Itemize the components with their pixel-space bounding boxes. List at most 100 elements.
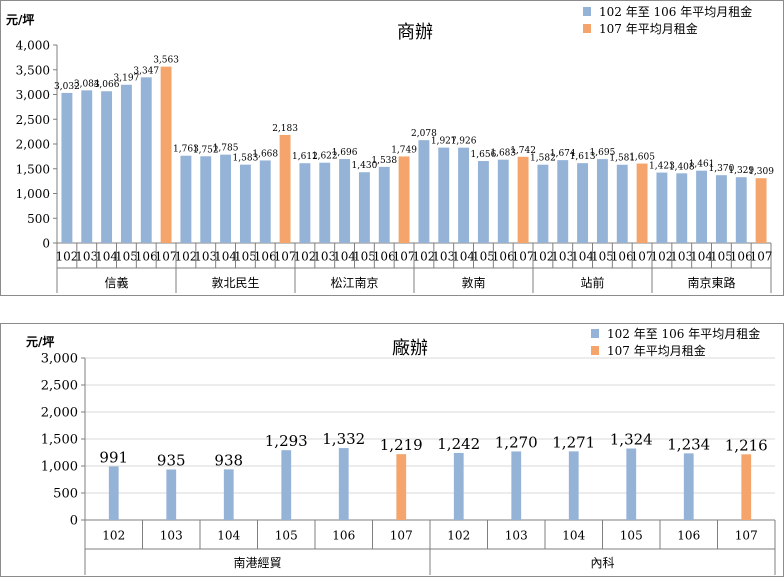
bar-value-label: 1,695 bbox=[590, 148, 616, 158]
bar-value-label: 3,066 bbox=[94, 80, 120, 90]
legend-entry: 102 年至 106 年平均月租金 bbox=[607, 326, 760, 341]
bar-value-label: 1,423 bbox=[649, 162, 675, 172]
bar-107 bbox=[636, 163, 648, 243]
y-tick-label: 500 bbox=[27, 212, 50, 226]
bar-value-label: 1,270 bbox=[495, 433, 538, 451]
bar-past-average bbox=[696, 170, 708, 243]
bar-107 bbox=[396, 454, 407, 520]
x-tick-label: 103 bbox=[313, 250, 336, 264]
bar-past-average bbox=[378, 166, 390, 243]
bar-value-label: 1,324 bbox=[610, 431, 653, 449]
x-tick-label: 103 bbox=[670, 250, 693, 264]
y-tick-label: 1,500 bbox=[16, 162, 50, 176]
x-tick-label: 102 bbox=[650, 250, 673, 264]
bar-past-average bbox=[557, 160, 569, 243]
x-tick-label: 107 bbox=[750, 250, 773, 264]
bar-value-label: 3,563 bbox=[153, 56, 179, 66]
x-tick-label: 107 bbox=[631, 250, 654, 264]
bar-value-label: 1,581 bbox=[609, 154, 635, 164]
bar-past-average bbox=[477, 161, 489, 243]
bar-value-label: 1,742 bbox=[510, 146, 536, 156]
y-tick-label: 1,500 bbox=[41, 433, 78, 448]
bar-past-average bbox=[358, 172, 370, 243]
bar-past-average bbox=[319, 162, 331, 243]
y-tick-label: 2,500 bbox=[16, 113, 50, 127]
bar-past-average bbox=[140, 77, 152, 243]
office-rent-chart: 商辦 元/坪 102 年至 106 年平均月租金 107 年平均月租金 0 500 1,00… bbox=[0, 0, 784, 296]
bar-value-label: 1,668 bbox=[252, 149, 278, 159]
x-tick-label: 104 bbox=[571, 250, 594, 264]
bar-past-average bbox=[61, 92, 73, 243]
y-tick-label: 0 bbox=[70, 514, 78, 529]
x-tick-label: 103 bbox=[432, 250, 455, 264]
bar-value-label: 1,763 bbox=[173, 145, 199, 155]
bar-past-average bbox=[497, 159, 509, 243]
group-label: 松江南京 bbox=[330, 275, 378, 290]
bar-value-label: 1,749 bbox=[391, 145, 417, 155]
bar-value-label: 1,219 bbox=[380, 436, 423, 454]
bar-value-label: 1,332 bbox=[322, 430, 365, 448]
x-tick-label: 107 bbox=[274, 250, 297, 264]
x-tick-label: 107 bbox=[155, 250, 178, 264]
x-tick-label: 105 bbox=[472, 250, 495, 264]
bar-past-average bbox=[81, 90, 93, 243]
bar-value-label: 3,084 bbox=[74, 79, 100, 89]
bar-value-label: 1,696 bbox=[332, 148, 358, 158]
bar-value-label: 1,674 bbox=[550, 149, 576, 159]
x-tick-label: 105 bbox=[234, 250, 257, 264]
bar-value-label: 1,461 bbox=[689, 160, 715, 170]
y-tick-label: 2,000 bbox=[16, 138, 50, 152]
bar-value-label: 1,329 bbox=[728, 166, 754, 176]
legend-swatch bbox=[583, 7, 591, 16]
x-tick-label: 106 bbox=[611, 250, 634, 264]
x-tick-label: 102 bbox=[531, 250, 554, 264]
group-label: 內科 bbox=[590, 556, 614, 570]
bar-past-average bbox=[438, 147, 450, 243]
y-tick-label: 3,000 bbox=[16, 88, 50, 102]
bar-past-average bbox=[339, 159, 351, 243]
bar-past-average bbox=[596, 159, 608, 243]
bar-past-average bbox=[200, 156, 212, 243]
office-rent-chart-svg: 商辦 元/坪 102 年至 106 年平均月租金 107 年平均月租金 0 500 1,00… bbox=[0, 0, 784, 296]
bar-past-average bbox=[120, 84, 132, 243]
legend-swatch bbox=[591, 346, 599, 355]
legend-entry: 102 年至 106 年平均月租金 bbox=[599, 4, 752, 19]
bar-value-label: 1,612 bbox=[292, 152, 318, 162]
bar-value-label: 935 bbox=[157, 452, 186, 470]
bar-past-average bbox=[239, 164, 251, 243]
x-tick-label: 104 bbox=[214, 250, 237, 264]
bar-past-average bbox=[577, 163, 589, 243]
group-label: 敦南 bbox=[461, 275, 485, 290]
bar-value-label: 3,197 bbox=[114, 74, 140, 84]
bar-past-average bbox=[281, 450, 292, 520]
bar-value-label: 1,605 bbox=[629, 153, 655, 163]
y-tick-label: 1,000 bbox=[41, 460, 78, 475]
group-label: 南京東路 bbox=[687, 275, 735, 290]
group-label: 站前 bbox=[580, 275, 604, 290]
x-tick-label: 105 bbox=[353, 250, 376, 264]
y-axis-unit-label: 元/坪 bbox=[26, 335, 54, 349]
bar-value-label: 1,216 bbox=[725, 436, 768, 454]
bar-past-average bbox=[101, 91, 113, 243]
bar-value-label: 1,271 bbox=[552, 433, 595, 451]
y-tick-label: 2,500 bbox=[41, 379, 78, 394]
bar-value-label: 2,183 bbox=[272, 124, 298, 134]
y-tick-label: 1,000 bbox=[16, 187, 50, 201]
bar-value-label: 1,293 bbox=[265, 432, 308, 450]
x-tick-label: 105 bbox=[275, 529, 298, 543]
bar-107 bbox=[160, 66, 172, 243]
bar-past-average bbox=[715, 175, 727, 243]
x-tick-label: 105 bbox=[591, 250, 614, 264]
x-tick-label: 102 bbox=[447, 529, 470, 543]
chart-title: 廠辦 bbox=[392, 337, 428, 359]
y-axis-unit-label: 元/坪 bbox=[6, 13, 34, 27]
group-label: 敦北民生 bbox=[211, 275, 259, 290]
x-tick-label: 105 bbox=[620, 529, 643, 543]
group-label: 信義 bbox=[104, 275, 128, 290]
bar-value-label: 1,242 bbox=[437, 435, 480, 453]
legend-swatch bbox=[591, 329, 599, 338]
bar-past-average bbox=[537, 164, 549, 243]
bar-past-average bbox=[220, 154, 232, 243]
bar-value-label: 1,785 bbox=[213, 144, 239, 154]
bar-value-label: 1,752 bbox=[193, 145, 219, 155]
